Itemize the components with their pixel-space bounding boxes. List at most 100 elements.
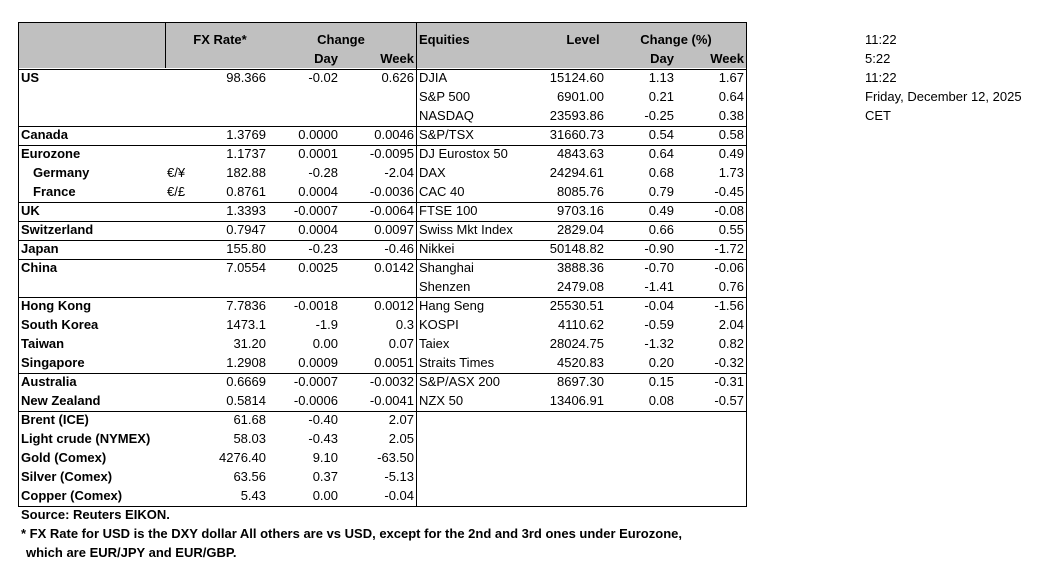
cell-fx-day: 0.0000 xyxy=(298,127,338,142)
cell-index: S&P/ASX 200 xyxy=(419,374,500,389)
cell-fx-week: 2.07 xyxy=(388,412,414,427)
cell-fx-day: -0.0007 xyxy=(293,203,338,218)
cell-fx-week: -0.0036 xyxy=(369,184,414,199)
cell-fx: 7.7836 xyxy=(226,298,266,313)
cell-fx-week: 0.0012 xyxy=(374,298,414,313)
cell-eq-week: -0.06 xyxy=(714,260,744,275)
cell-index: FTSE 100 xyxy=(419,203,478,218)
cell-level: 8697.30 xyxy=(557,374,604,389)
cell-index: Hang Seng xyxy=(419,298,485,313)
cell-fx-week: -5.13 xyxy=(384,469,414,484)
cell-fx-day: 9.10 xyxy=(312,450,338,465)
cell-eq-day: -0.70 xyxy=(644,260,674,275)
cell-fx-week: -0.46 xyxy=(384,241,414,256)
cell-eq-day: 0.79 xyxy=(648,184,674,199)
cell-level: 6901.00 xyxy=(557,89,604,104)
cell-country: Australia xyxy=(21,374,77,389)
time-info: 11:22 xyxy=(865,70,897,85)
cell-fx: 0.7947 xyxy=(226,222,266,237)
cell-index: Shenzen xyxy=(419,279,471,294)
footer-source: Source: Reuters EIKON. xyxy=(21,507,170,522)
header-change: Change xyxy=(317,32,365,47)
cell-index: Straits Times xyxy=(419,355,495,370)
header-background xyxy=(18,22,746,68)
header-divider xyxy=(165,22,166,68)
cell-eq-week: 0.76 xyxy=(718,279,744,294)
cell-country: Japan xyxy=(21,241,59,256)
cell-fx: 61.68 xyxy=(233,412,266,427)
cell-eq-week: -0.57 xyxy=(714,393,744,408)
cell-eq-day: 0.21 xyxy=(648,89,674,104)
cell-country: Gold (Comex) xyxy=(21,450,107,465)
group-divider xyxy=(18,202,747,203)
cell-country: New Zealand xyxy=(21,393,101,408)
cell-currency: €/£ xyxy=(167,184,186,199)
cell-country: South Korea xyxy=(21,317,99,332)
cell-index: Swiss Mkt Index xyxy=(419,222,513,237)
cell-level: 3888.36 xyxy=(557,260,604,275)
group-divider xyxy=(18,373,747,374)
table-border-right xyxy=(746,22,747,507)
cell-eq-week: 0.82 xyxy=(718,336,744,351)
cell-fx-day: -0.0006 xyxy=(293,393,338,408)
cell-fx-week: 0.0142 xyxy=(374,260,414,275)
cell-eq-week: -1.72 xyxy=(714,241,744,256)
cell-fx: 0.5814 xyxy=(226,393,266,408)
cell-index: DJIA xyxy=(419,70,448,85)
group-divider xyxy=(18,221,747,222)
cell-country: Canada xyxy=(21,127,68,142)
cell-fx-week: 0.0051 xyxy=(374,355,414,370)
cell-country: China xyxy=(21,260,58,275)
cell-level: 4110.62 xyxy=(557,317,604,332)
cell-fx-day: 0.0004 xyxy=(298,184,338,199)
cell-index: DJ Eurostox 50 xyxy=(419,146,508,161)
cell-level: 31660.73 xyxy=(549,127,604,142)
footer-note: * FX Rate for USD is the DXY dollar All … xyxy=(21,526,682,541)
group-divider xyxy=(18,411,747,412)
header-eq-week: Week xyxy=(710,51,744,66)
cell-index: KOSPI xyxy=(419,317,459,332)
time-info: 11:22 xyxy=(865,32,897,47)
cell-eq-week: 2.04 xyxy=(718,317,744,332)
cell-level: 25530.51 xyxy=(549,298,604,313)
cell-eq-week: -0.31 xyxy=(714,374,744,389)
cell-fx-week: 0.3 xyxy=(395,317,414,332)
cell-level: 28024.75 xyxy=(549,336,604,351)
cell-fx-day: 0.00 xyxy=(312,488,338,503)
cell-fx: 1.1737 xyxy=(226,146,266,161)
cell-level: 15124.60 xyxy=(549,70,604,85)
cell-country: US xyxy=(21,70,40,85)
time-info: Friday, December 12, 2025 xyxy=(865,89,1022,104)
cell-eq-day: -0.90 xyxy=(644,241,674,256)
cell-fx-day: -0.28 xyxy=(308,165,338,180)
cell-fx: 98.366 xyxy=(226,70,266,85)
cell-fx: 1.3393 xyxy=(226,203,266,218)
cell-index: S&P/TSX xyxy=(419,127,474,142)
footer-note: which are EUR/JPY and EUR/GBP. xyxy=(26,545,237,560)
cell-fx-day: 0.0025 xyxy=(298,260,338,275)
group-divider xyxy=(18,297,747,298)
header-fx-day: Day xyxy=(314,51,338,66)
cell-eq-week: 0.38 xyxy=(718,108,744,123)
cell-fx-day: 0.0001 xyxy=(298,146,338,161)
cell-fx: 4276.40 xyxy=(219,450,266,465)
cell-country: Taiwan xyxy=(21,336,65,351)
cell-fx-week: 0.0046 xyxy=(374,127,414,142)
cell-fx: 0.6669 xyxy=(226,374,266,389)
group-divider xyxy=(18,240,747,241)
cell-country: Eurozone xyxy=(21,146,81,161)
cell-eq-week: -1.56 xyxy=(714,298,744,313)
cell-country: Brent (ICE) xyxy=(21,412,89,427)
cell-fx: 58.03 xyxy=(233,431,266,446)
cell-eq-day: -1.32 xyxy=(644,336,674,351)
cell-index: NZX 50 xyxy=(419,393,464,408)
cell-level: 2479.08 xyxy=(557,279,604,294)
cell-eq-day: 0.66 xyxy=(648,222,674,237)
cell-fx-week: -0.0041 xyxy=(369,393,414,408)
time-info: CET xyxy=(865,108,891,123)
cell-level: 13406.91 xyxy=(549,393,604,408)
cell-eq-day: -0.59 xyxy=(644,317,674,332)
cell-country: UK xyxy=(21,203,40,218)
cell-level: 23593.86 xyxy=(549,108,604,123)
